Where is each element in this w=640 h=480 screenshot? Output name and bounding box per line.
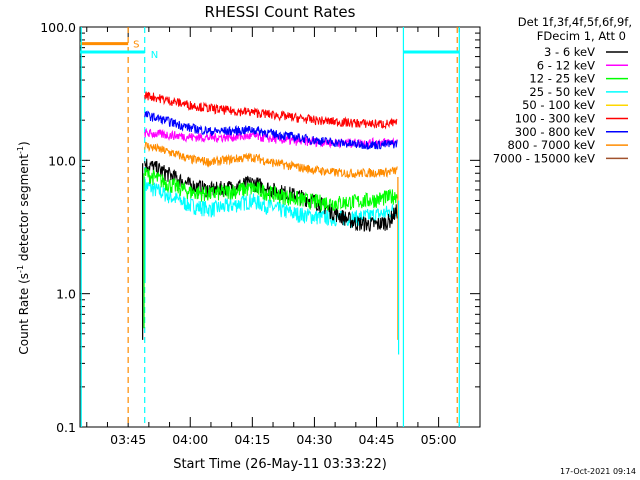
x-tick-label: 04:15 [234, 432, 270, 447]
legend-label: 3 - 6 keV [544, 45, 595, 59]
legend: Det 1f,3f,4f,5f,6f,9f, FDecim 1, Att 0 3… [493, 15, 632, 165]
y-axis-label-sup2: -1 [16, 146, 25, 154]
plot-axes [79, 26, 481, 428]
x-tick-label: 04:30 [296, 432, 332, 447]
render-timestamp: 17-Oct-2021 09:14 [560, 467, 636, 476]
series-line-25-50-kev [144, 178, 398, 229]
y-axis-label-mid: detector segment [17, 154, 31, 265]
saa-label: S [133, 40, 139, 51]
series-line-3-6-kev [144, 158, 398, 232]
legend-label: 6 - 12 keV [537, 58, 595, 72]
x-tick-label: 05:00 [421, 432, 457, 447]
legend-label: 25 - 50 keV [529, 85, 595, 99]
y-tick-label: 1.0 [56, 287, 76, 302]
legend-label: 100 - 300 keV [515, 112, 595, 126]
legend-label: 300 - 800 keV [515, 125, 595, 139]
legend-header-line-1: Det 1f,3f,4f,5f,6f,9f, [518, 15, 632, 29]
legend-label: 800 - 7000 keV [507, 138, 595, 152]
tick-labels: 0.1 1.0 10.0 100.0 03:45 04:00 04:15 04:30 04:45… [40, 20, 456, 447]
plot-area: SN [80, 27, 460, 427]
y-axis-label-end: ) [17, 141, 31, 146]
series-line-100-300-kev [144, 91, 398, 130]
y-tick-label: 100.0 [40, 20, 76, 35]
legend-label: 7000 - 15000 keV [493, 151, 595, 165]
night-label: N [151, 50, 158, 61]
series-line-800-7000-kev [144, 141, 398, 179]
x-tick-label: 04:45 [359, 432, 395, 447]
y-tick-label: 10.0 [48, 153, 76, 168]
y-axis-label-main: Count Rate (s [17, 273, 31, 355]
x-tick-label: 04:00 [172, 432, 208, 447]
x-tick-label: 03:45 [110, 432, 146, 447]
legend-label: 12 - 25 keV [529, 72, 595, 86]
y-axis-label-sup1: -1 [16, 265, 25, 273]
series-line-6-12-kev [144, 127, 398, 149]
legend-header-line-2: FDecim 1, Att 0 [537, 29, 626, 43]
series-line-12-25-kev [144, 167, 398, 213]
plot-frame [79, 26, 481, 428]
series-line-300-800-kev [144, 110, 398, 150]
chart-title: RHESSI Count Rates [205, 3, 356, 21]
y-tick-label: 0.1 [56, 420, 76, 435]
x-axis-label: Start Time (26-May-11 03:33:22) [173, 457, 387, 472]
legend-label: 50 - 100 keV [522, 98, 595, 112]
y-axis-label: Count Rate (s-1 detector segment-1) [16, 141, 31, 354]
